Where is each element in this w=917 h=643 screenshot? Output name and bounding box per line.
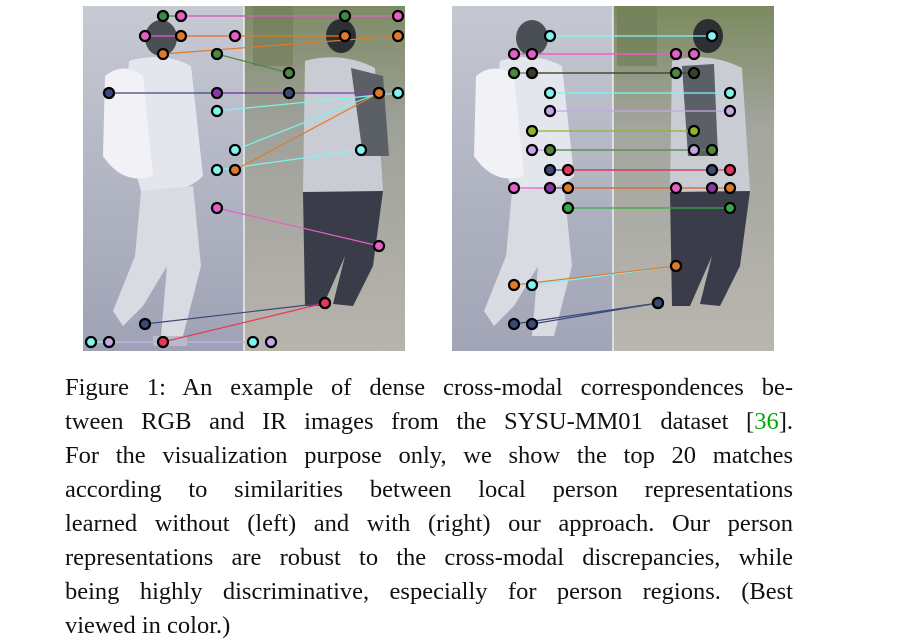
match-point-rgb: [210, 163, 224, 177]
match-point-rgb: [525, 317, 539, 331]
match-point-rgb: [507, 181, 521, 195]
match-point-rgb: [507, 278, 521, 292]
match-point-rgb: [543, 29, 557, 43]
match-point-rgb: [210, 104, 224, 118]
match-line: [144, 302, 326, 325]
caption-line-3: For the visualization purpose only, we s…: [65, 442, 793, 469]
caption-line-7: being highly discriminative, especially …: [65, 578, 793, 605]
caption-line-4: according to similarities between local …: [65, 476, 793, 503]
ir-person-silhouette: [617, 6, 750, 306]
match-point-ir: [669, 259, 683, 273]
match-point-ir: [705, 163, 719, 177]
match-point-rgb: [543, 104, 557, 118]
caption-line-2-text: tween RGB and IR images from the SYSU-MM…: [65, 408, 755, 435]
figure-caption: Figure 1: An example of dense cross-moda…: [65, 371, 793, 643]
match-point-rgb: [84, 335, 98, 349]
match-point-ir: [723, 163, 737, 177]
match-point-rgb: [543, 86, 557, 100]
match-point-ir: [282, 66, 296, 80]
match-point-ir: [338, 29, 352, 43]
caption-line-5: learned without (left) and with (right) …: [65, 510, 793, 537]
match-line: [162, 302, 326, 343]
match-point-rgb: [525, 278, 539, 292]
correspondence-image-right: [452, 6, 774, 351]
match-point-ir: [723, 104, 737, 118]
match-line: [513, 265, 677, 286]
match-line: [216, 207, 380, 247]
match-layer-without: [84, 9, 405, 349]
match-point-rgb: [525, 47, 539, 61]
match-point-ir: [318, 296, 332, 310]
match-point-rgb: [525, 124, 539, 138]
match-point-rgb: [102, 86, 116, 100]
match-point-ir: [372, 86, 386, 100]
match-point-rgb: [507, 47, 521, 61]
figure-panel-without: [83, 6, 405, 351]
match-point-ir: [669, 66, 683, 80]
match-point-ir: [687, 143, 701, 157]
match-point-ir: [687, 124, 701, 138]
match-point-ir: [391, 29, 405, 43]
match-point-ir: [705, 29, 719, 43]
match-line: [234, 92, 380, 171]
match-point-rgb: [210, 201, 224, 215]
match-point-ir: [723, 201, 737, 215]
match-point-ir: [264, 335, 278, 349]
match-point-ir: [246, 335, 260, 349]
match-point-ir: [723, 86, 737, 100]
citation-link[interactable]: 36: [754, 408, 779, 435]
match-line: [234, 92, 380, 151]
match-point-ir: [338, 9, 352, 23]
match-point-rgb: [507, 317, 521, 331]
match-point-rgb: [543, 181, 557, 195]
match-point-rgb: [543, 163, 557, 177]
correspondence-image-left: [83, 6, 405, 351]
match-point-rgb: [525, 143, 539, 157]
match-point-rgb: [138, 317, 152, 331]
caption-line-1: Figure 1: An example of dense cross-moda…: [65, 374, 793, 401]
match-point-ir: [687, 66, 701, 80]
match-layer-with: [507, 29, 737, 331]
caption-line-6: representations are robust to the cross-…: [65, 544, 793, 571]
match-point-ir: [651, 296, 665, 310]
match-point-ir: [669, 181, 683, 195]
match-point-rgb: [525, 66, 539, 80]
match-point-rgb: [210, 47, 224, 61]
match-line: [216, 53, 290, 74]
match-point-ir: [687, 47, 701, 61]
match-point-ir: [705, 143, 719, 157]
match-line: [162, 35, 399, 55]
match-point-rgb: [561, 181, 575, 195]
match-line: [513, 302, 659, 325]
match-point-rgb: [507, 66, 521, 80]
match-point-rgb: [174, 9, 188, 23]
match-point-rgb: [228, 143, 242, 157]
match-point-rgb: [156, 9, 170, 23]
match-point-ir: [282, 86, 296, 100]
match-point-ir: [705, 181, 719, 195]
match-point-rgb: [210, 86, 224, 100]
match-point-rgb: [156, 47, 170, 61]
match-point-rgb: [138, 29, 152, 43]
match-point-rgb: [543, 143, 557, 157]
match-point-ir: [391, 9, 405, 23]
match-point-ir: [372, 239, 386, 253]
caption-line-8: viewed in color.): [65, 612, 231, 639]
match-point-rgb: [561, 201, 575, 215]
match-point-ir: [228, 29, 242, 43]
match-point-ir: [723, 181, 737, 195]
match-line: [216, 92, 399, 112]
match-point-ir: [391, 86, 405, 100]
match-point-rgb: [102, 335, 116, 349]
match-point-rgb: [228, 163, 242, 177]
match-point-ir: [354, 143, 368, 157]
caption-line-2: tween RGB and IR images from the SYSU-MM…: [65, 405, 793, 439]
match-point-rgb: [561, 163, 575, 177]
match-point-rgb: [156, 335, 170, 349]
match-point-rgb: [174, 29, 188, 43]
caption-line-2-tail: ].: [778, 408, 793, 435]
rgb-person-silhouette: [103, 20, 203, 346]
figure-panel-with: [452, 6, 774, 351]
match-point-ir: [669, 47, 683, 61]
